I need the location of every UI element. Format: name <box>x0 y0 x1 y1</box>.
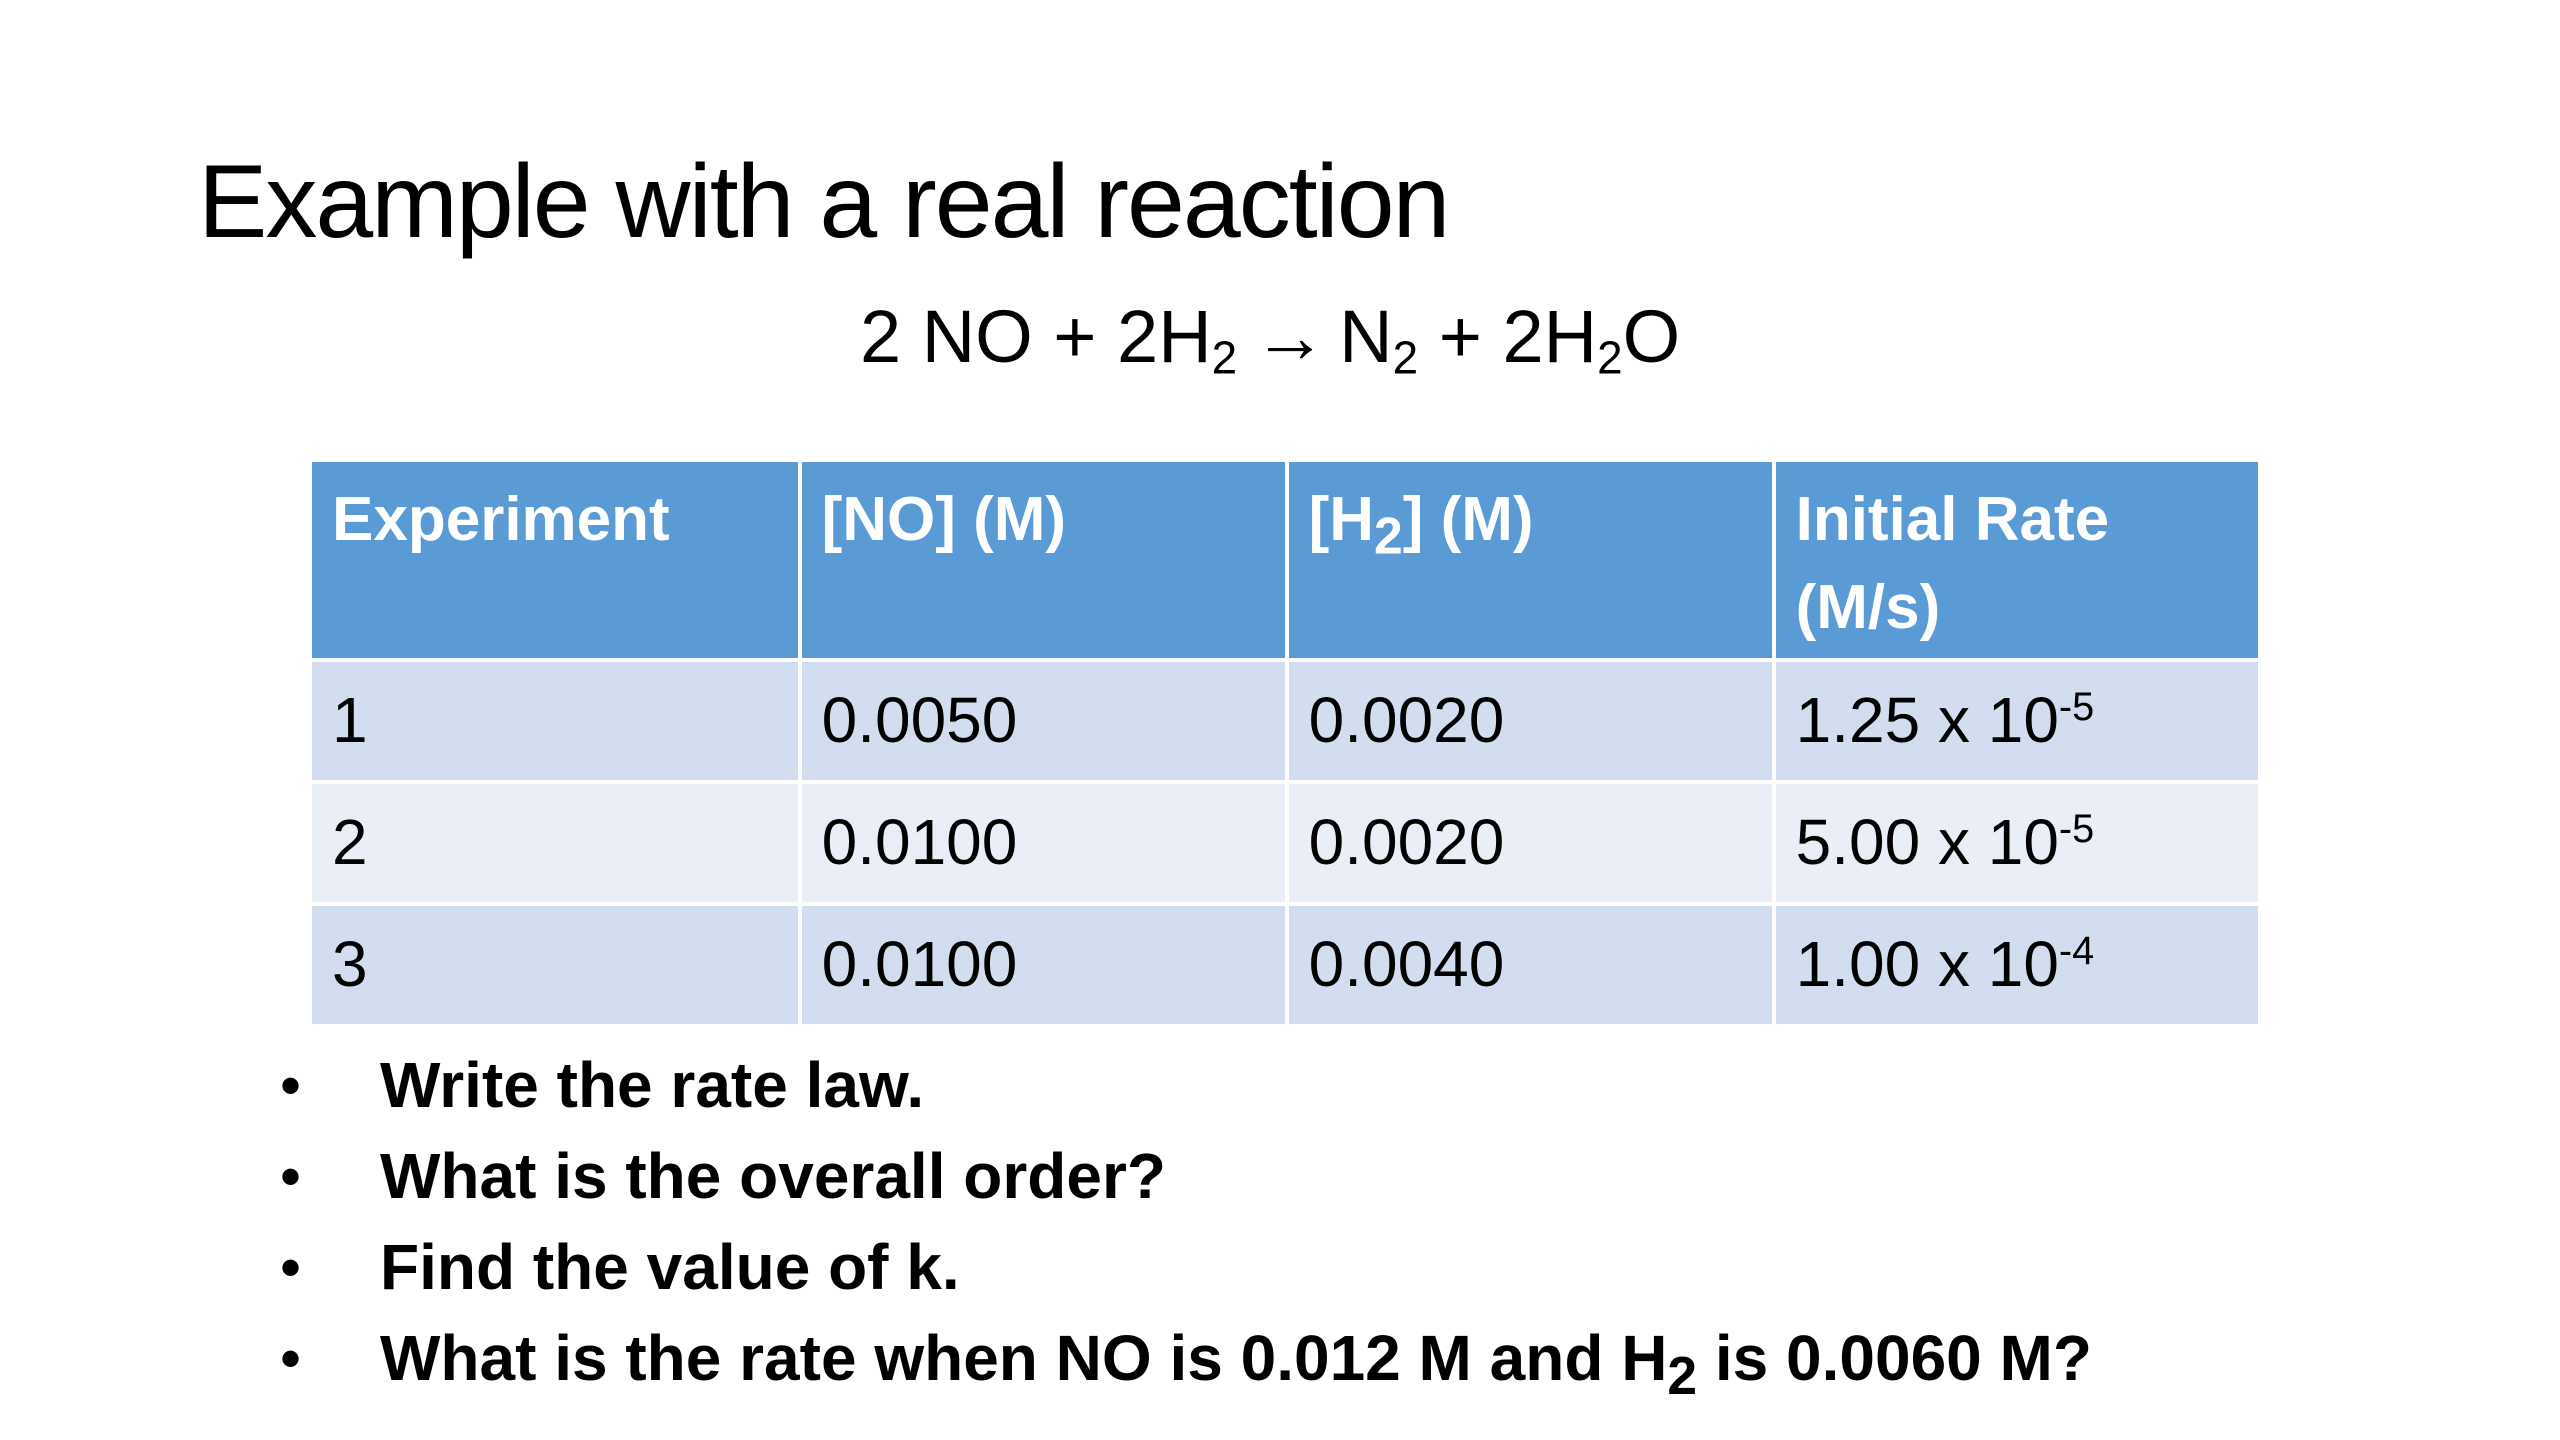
table-row: 3 0.0100 0.0040 1.00 x 10-4 <box>312 906 2258 1024</box>
equation-subscript-1: 2 <box>1211 331 1238 384</box>
question-text-pre: What is the rate when NO is 0.012 M and … <box>380 1322 1668 1394</box>
equation-part-1: 2 NO + 2H <box>860 295 1212 378</box>
header-rate-line-2: (M/s) <box>1795 573 1941 642</box>
cell-experiment: 1 <box>312 662 798 780</box>
question-text: Write the rate law. <box>380 1049 925 1121</box>
rate-base: 5.00 x 10 <box>1795 806 2059 878</box>
question-list: Write the rate law. What is the overall … <box>280 1040 2092 1422</box>
question-text: Find the value of k. <box>380 1231 960 1303</box>
equation-subscript-2: 2 <box>1392 331 1419 384</box>
equation-subscript-3: 2 <box>1597 331 1623 384</box>
equation-part-4: O <box>1622 295 1681 378</box>
table-row: 1 0.0050 0.0020 1.25 x 10-5 <box>312 662 2258 780</box>
question-item: Write the rate law. <box>280 1040 2092 1131</box>
rate-data-table: Experiment [NO] (M) [H2] (M) Initial Rat… <box>308 458 2262 1028</box>
header-h2-pre: [H <box>1308 485 1375 554</box>
rate-exponent: -5 <box>2058 807 2095 852</box>
table-row: 2 0.0100 0.0020 5.00 x 10-5 <box>312 784 2258 902</box>
equation-part-3: + 2H <box>1418 295 1598 378</box>
cell-h2: 0.0020 <box>1288 662 1772 780</box>
cell-no: 0.0050 <box>801 662 1285 780</box>
question-item: What is the rate when NO is 0.012 M and … <box>280 1313 2092 1422</box>
slide-title: Example with a real reaction <box>198 144 1450 260</box>
rate-base: 1.00 x 10 <box>1795 928 2059 1000</box>
cell-rate: 1.00 x 10-4 <box>1775 906 2258 1024</box>
cell-experiment: 2 <box>312 784 798 902</box>
rate-exponent: -5 <box>2058 685 2095 730</box>
question-subscript: 2 <box>1667 1346 1698 1406</box>
header-no-concentration: [NO] (M) <box>801 462 1285 658</box>
question-text: What is the overall order? <box>380 1140 1166 1212</box>
rate-base: 1.25 x 10 <box>1795 684 2059 756</box>
header-experiment: Experiment <box>312 462 798 658</box>
question-item: What is the overall order? <box>280 1131 2092 1222</box>
reaction-arrow: → <box>1253 295 1328 378</box>
header-h2-concentration: [H2] (M) <box>1288 462 1772 658</box>
header-initial-rate: Initial Rate (M/s) <box>1775 462 2258 658</box>
reaction-equation: 2 NO + 2H2 → N2 + 2H2O <box>860 295 1680 381</box>
cell-no: 0.0100 <box>801 784 1285 902</box>
question-item: Find the value of k. <box>280 1222 2092 1313</box>
header-h2-subscript: 2 <box>1374 506 1403 565</box>
cell-experiment: 3 <box>312 906 798 1024</box>
header-rate-line-1: Initial Rate <box>1795 485 2110 554</box>
question-text-post: is 0.0060 M? <box>1697 1322 2092 1394</box>
table-header-row: Experiment [NO] (M) [H2] (M) Initial Rat… <box>312 462 2258 658</box>
cell-no: 0.0100 <box>801 906 1285 1024</box>
cell-h2: 0.0040 <box>1288 906 1772 1024</box>
cell-h2: 0.0020 <box>1288 784 1772 902</box>
header-h2-post: ] (M) <box>1402 485 1534 554</box>
rate-exponent: -4 <box>2058 929 2095 974</box>
cell-rate: 5.00 x 10-5 <box>1775 784 2258 902</box>
cell-rate: 1.25 x 10-5 <box>1775 662 2258 780</box>
equation-part-2: N <box>1339 295 1393 378</box>
